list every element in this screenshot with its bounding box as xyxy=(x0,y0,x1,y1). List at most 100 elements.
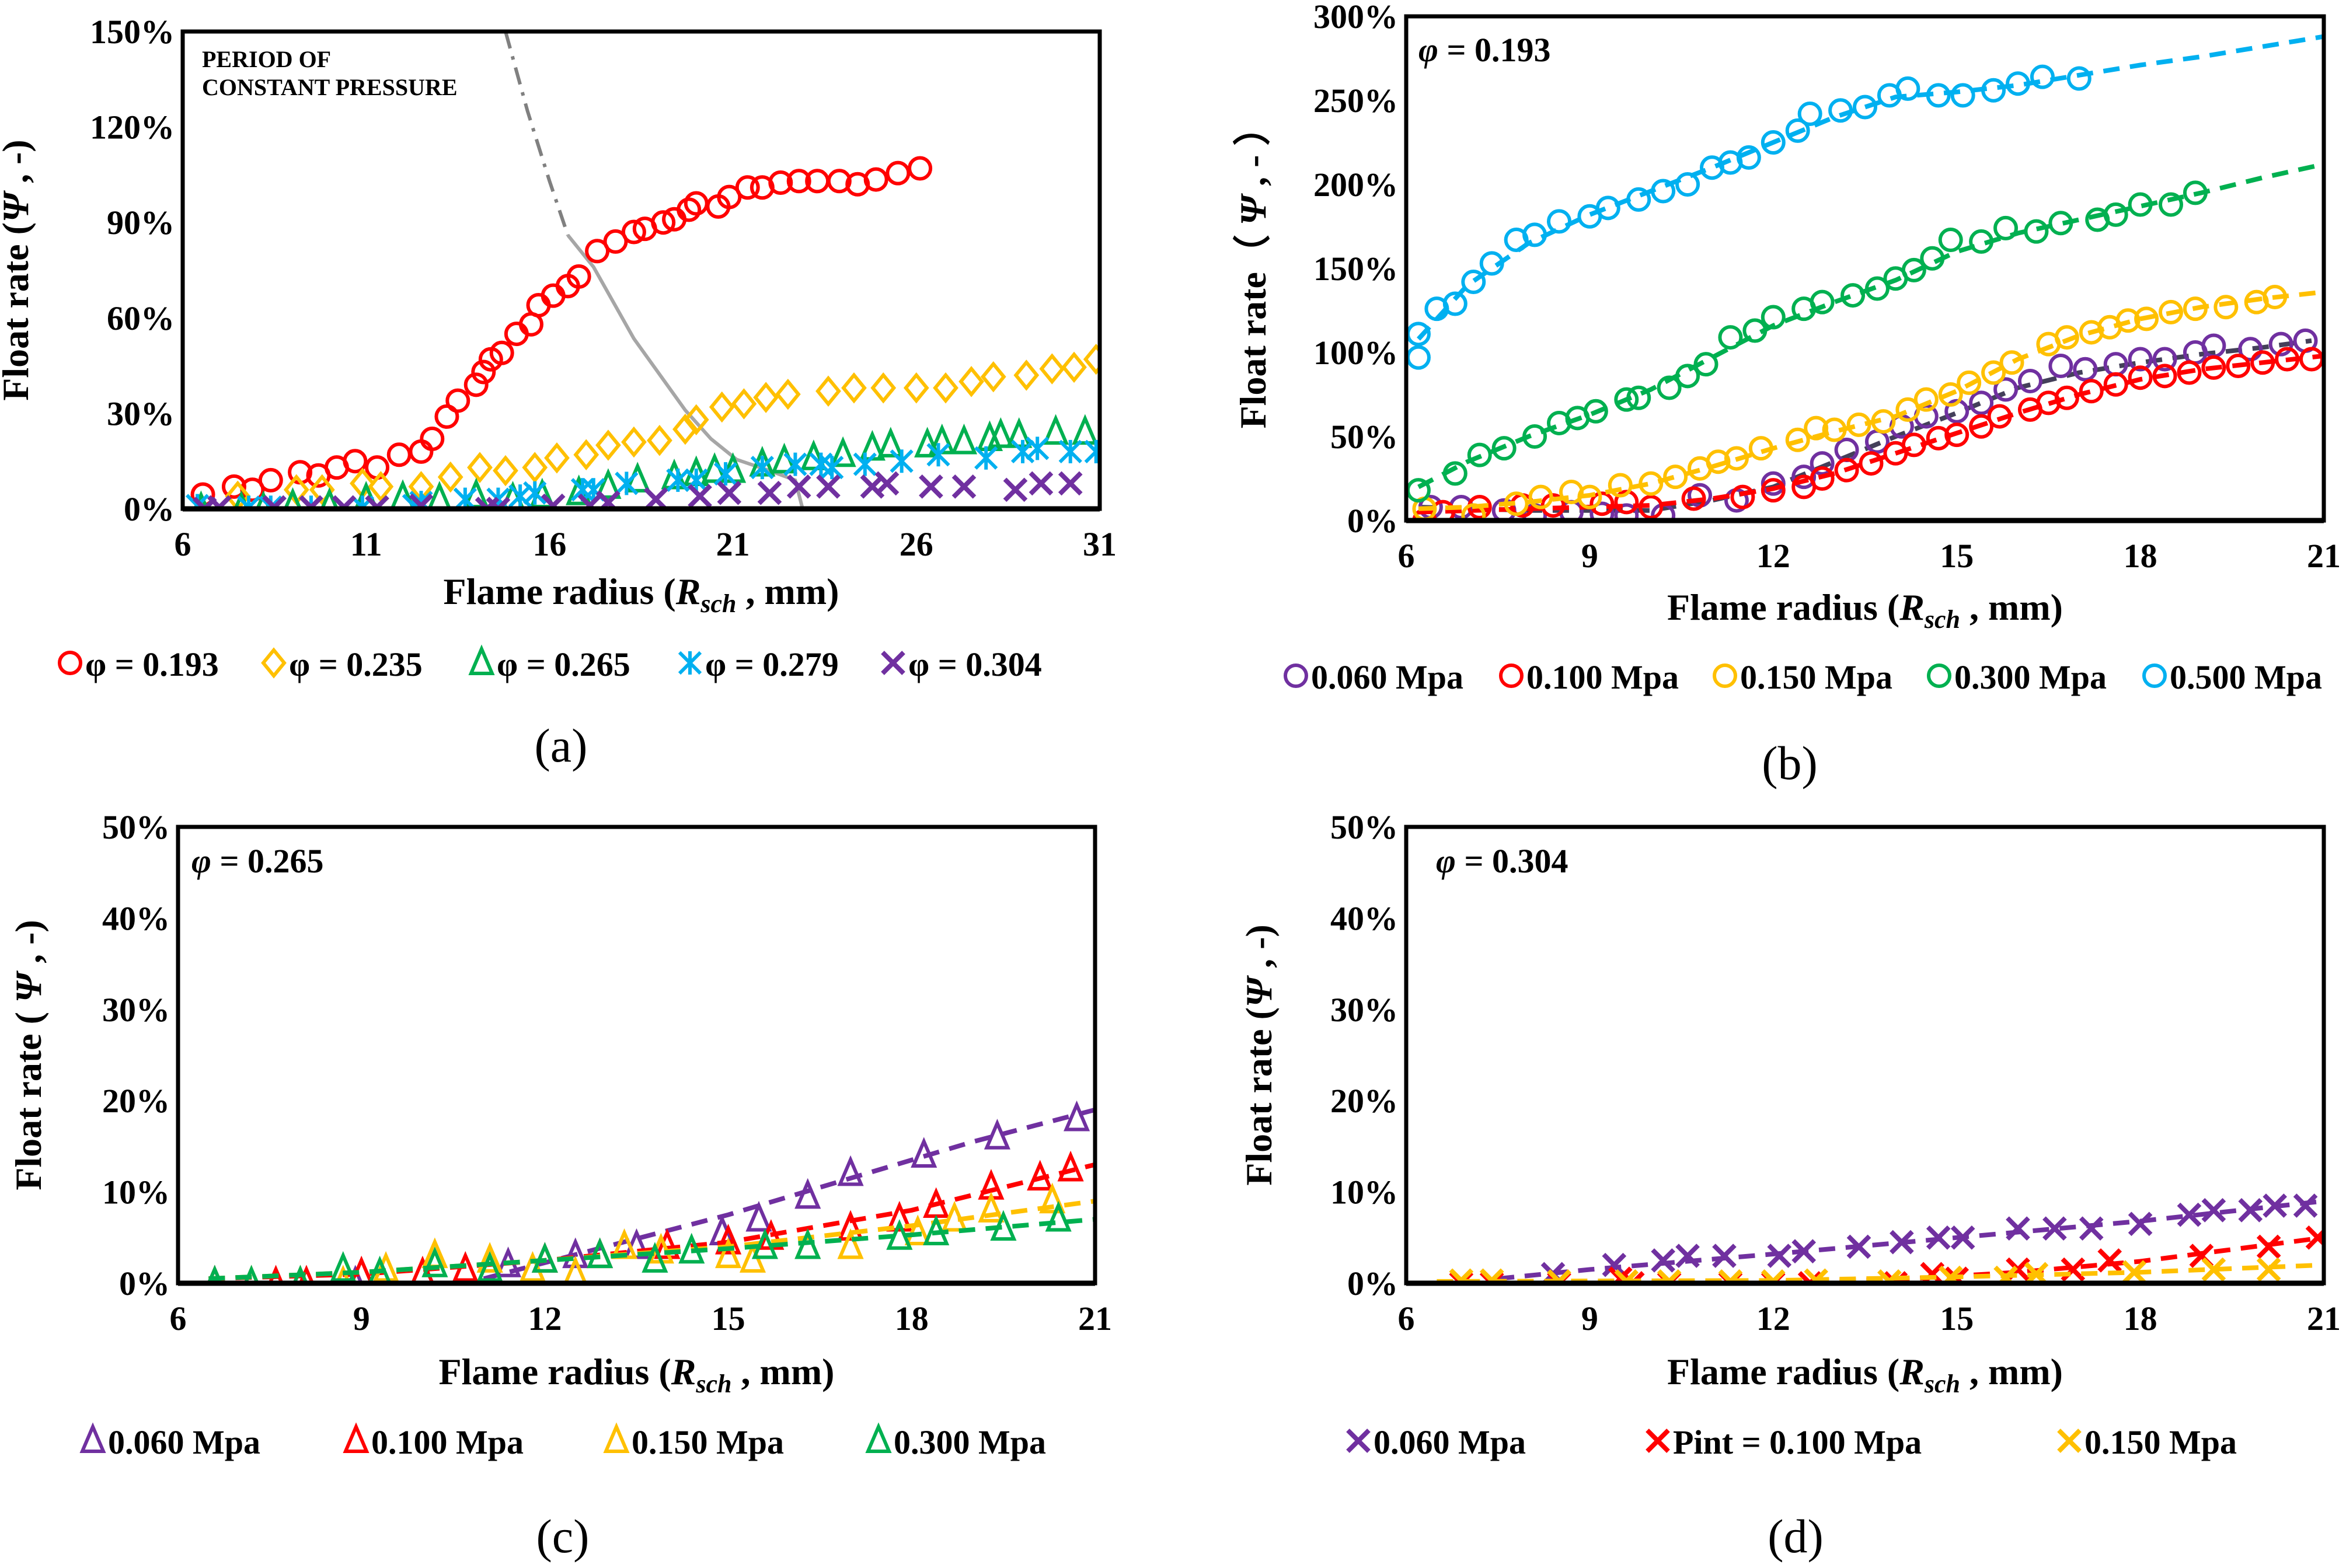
data-point xyxy=(713,462,738,486)
data-point xyxy=(717,184,742,209)
data-point xyxy=(585,239,610,264)
data-point xyxy=(1620,1271,1645,1283)
x-title-symbol: R xyxy=(671,1351,696,1392)
legend-label: φ = 0.193 xyxy=(85,645,219,683)
plot-area xyxy=(186,32,1100,509)
data-point xyxy=(1479,251,1504,276)
data-point xyxy=(1663,465,1688,490)
data-point xyxy=(2122,1260,2146,1283)
data-point xyxy=(951,474,977,499)
data-point xyxy=(978,1192,1005,1223)
y-tick-label: 100% xyxy=(1313,334,1398,372)
data-point xyxy=(471,359,496,385)
data-point xyxy=(541,493,566,509)
y-axis-title: Float rate ( Ψ , -) xyxy=(8,920,49,1190)
data-point xyxy=(1057,1150,1084,1182)
y-title-symbol: Ψ xyxy=(0,190,36,222)
data-point xyxy=(1950,1225,1975,1250)
y-tick-label: 150% xyxy=(1313,250,1398,288)
data-point xyxy=(493,455,518,487)
data-point xyxy=(2201,1198,2226,1223)
y-title-symbol: Ψ xyxy=(1232,193,1274,225)
y-tick-label: 40% xyxy=(1330,899,1398,937)
data-point xyxy=(1810,289,1835,315)
legend-label: 0.100 Mpa xyxy=(1526,658,1679,696)
data-point xyxy=(1084,439,1100,463)
data-point xyxy=(974,446,998,470)
data-point xyxy=(2256,1234,2281,1259)
x-tick-label: 9 xyxy=(353,1300,370,1337)
data-point xyxy=(980,361,1006,393)
data-point xyxy=(837,1155,864,1186)
phi-value: = 0.304 xyxy=(1456,842,1568,880)
data-point xyxy=(1791,465,1817,490)
data-point xyxy=(715,1237,742,1269)
data-point xyxy=(688,484,712,509)
data-point xyxy=(621,219,646,245)
data-point xyxy=(437,461,463,493)
y-tick-label: 10% xyxy=(1330,1174,1398,1211)
data-point xyxy=(1442,291,1467,316)
series--0.193 xyxy=(190,156,933,507)
data-point xyxy=(1926,425,1951,451)
y-tick-label: 0% xyxy=(1347,502,1398,540)
data-point xyxy=(2128,1211,2153,1237)
x-tick-label: 18 xyxy=(895,1300,929,1337)
data-point xyxy=(320,487,339,509)
x-tick-label: 9 xyxy=(1581,1300,1598,1337)
data-point xyxy=(890,449,914,473)
x-tick-label: 21 xyxy=(2307,1300,2341,1337)
legend-marker xyxy=(1499,663,1524,688)
data-point xyxy=(186,494,210,509)
trendline xyxy=(1497,1199,2324,1281)
data-point xyxy=(1846,1234,1871,1259)
data-point xyxy=(1479,1268,1504,1283)
data-point xyxy=(1797,102,1822,127)
data-point xyxy=(1039,1182,1066,1214)
data-point xyxy=(1791,1239,1817,1264)
data-point xyxy=(647,425,672,456)
data-point xyxy=(563,1255,588,1283)
data-point xyxy=(911,1137,937,1168)
data-point xyxy=(923,1214,950,1245)
data-point xyxy=(445,388,470,413)
x-tick-label: 31 xyxy=(1083,525,1117,563)
legend-label: 0.060 Mpa xyxy=(1374,1423,1526,1461)
phi-symbol: φ xyxy=(1436,842,1456,880)
y-tick-label: 30% xyxy=(107,394,175,432)
legend-marker xyxy=(865,1422,892,1453)
data-point xyxy=(365,455,390,480)
x-tick-label: 9 xyxy=(1581,537,1598,575)
data-point xyxy=(2226,354,2251,379)
data-point xyxy=(1706,449,1731,474)
data-point xyxy=(2152,364,2177,389)
data-point xyxy=(800,439,827,470)
data-point xyxy=(874,471,900,496)
data-point xyxy=(1072,414,1099,445)
data-point xyxy=(1583,399,1608,424)
x-tick-label: 21 xyxy=(1078,1300,1112,1337)
data-point xyxy=(1010,439,1035,463)
data-point xyxy=(853,452,877,476)
data-point xyxy=(1981,360,2006,385)
data-point xyxy=(1785,427,1810,452)
data-point xyxy=(2238,1198,2263,1223)
legend-marker xyxy=(468,644,495,675)
data-point xyxy=(1895,397,1920,422)
y-tick-label: 150% xyxy=(90,13,175,51)
x-tick-label: 15 xyxy=(1940,537,1974,575)
data-point xyxy=(2159,192,2183,217)
phi-symbol: φ xyxy=(1418,31,1438,69)
data-point xyxy=(2305,1225,2324,1250)
trendline xyxy=(208,1199,1095,1281)
data-point xyxy=(1993,377,2019,402)
data-point xyxy=(225,480,251,509)
data-point xyxy=(1657,375,1682,400)
data-point xyxy=(1608,1266,1633,1283)
data-point xyxy=(587,1237,613,1269)
data-point xyxy=(1522,222,1547,247)
data-point xyxy=(677,197,702,222)
legend-label: 0.100 Mpa xyxy=(371,1423,524,1461)
series--0.235 xyxy=(225,343,1100,509)
data-point xyxy=(577,493,602,509)
